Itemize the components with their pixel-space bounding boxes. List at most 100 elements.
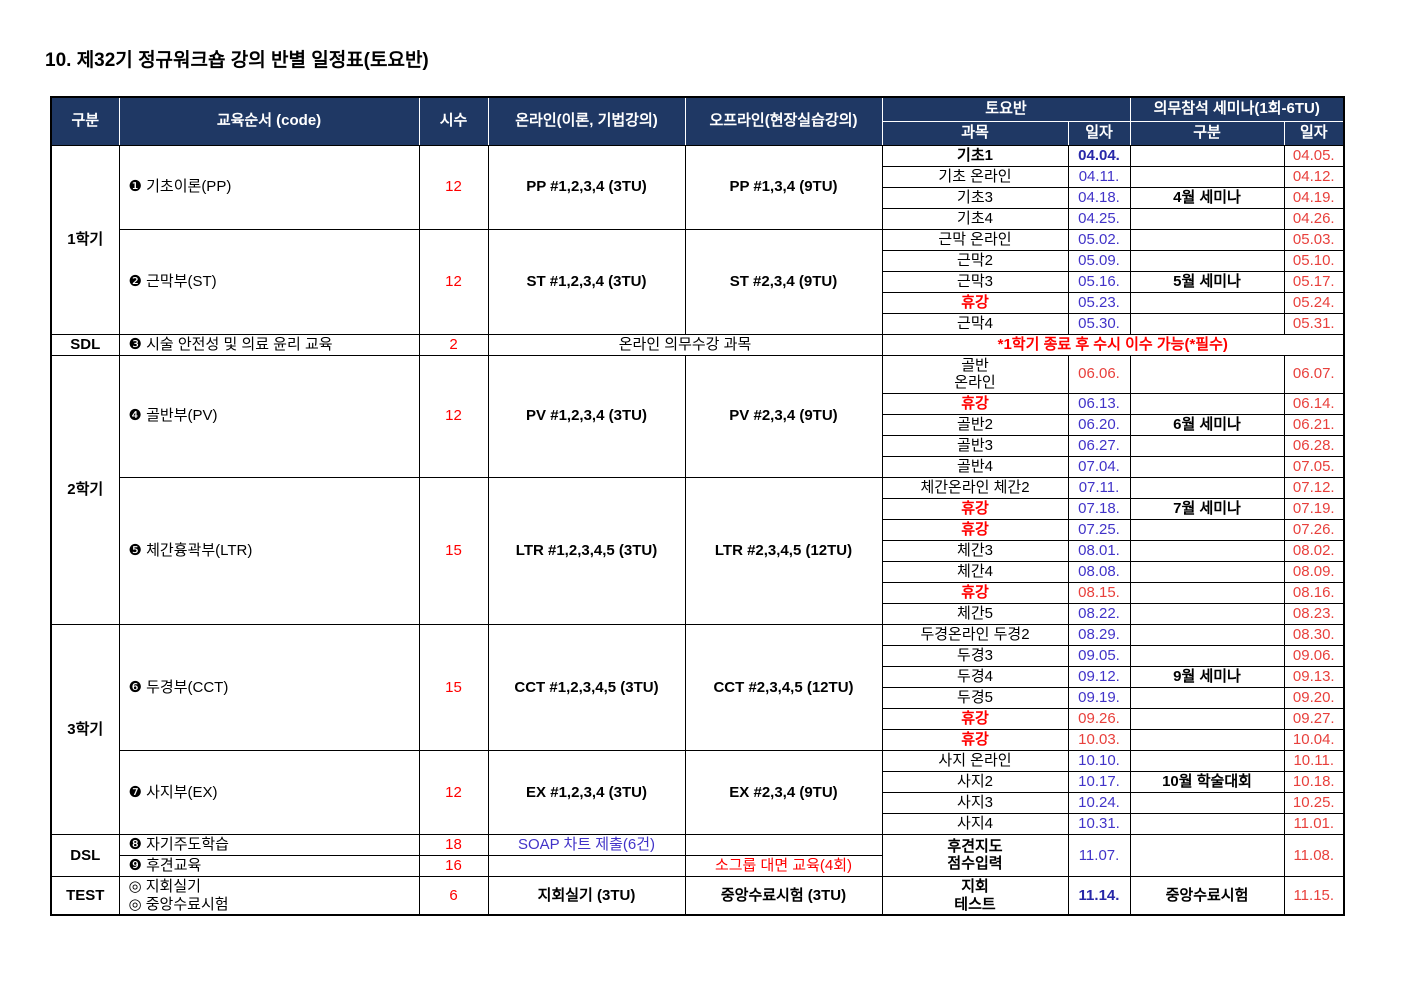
table-row: ❼ 사지부(EX) 12 EX #1,2,3,4 (3TU) EX #2,3,4 (9… (51, 749, 1345, 835)
lecture-code-cell: PV #2,3,4 (9TU) (684, 354, 883, 478)
seminar-cell (1129, 434, 1285, 457)
lecture-code-cell: 중앙수료시험 (3TU) (684, 875, 883, 916)
seminar-date-cell: 08.09. (1283, 560, 1345, 583)
saturday-date-cell: 09.19. (1067, 686, 1131, 709)
course-mentoring-education: ❾ 후견교육 (118, 854, 420, 877)
saturday-date-cell: 09.26. (1067, 707, 1131, 730)
saturday-date-cell: 08.15. (1067, 581, 1131, 604)
seminar-june: 6월 세미나 (1129, 413, 1285, 436)
seminar-october-conference: 10월 학술대회 (1129, 770, 1285, 793)
saturday-date-cell: 04.04. (1067, 144, 1131, 167)
subject-cell: 사지4 (881, 812, 1069, 835)
lecture-code-cell: CCT #1,2,3,4,5 (3TU) (487, 623, 686, 751)
seminar-date-cell: 10.11. (1283, 749, 1345, 772)
seminar-date-cell: 11.01. (1283, 812, 1345, 835)
cancelled-class-cell: 휴강 (881, 518, 1069, 541)
seminar-cell (1129, 455, 1285, 478)
seminar-date-cell: 07.19. (1283, 497, 1345, 520)
seminar-date-cell: 06.21. (1283, 413, 1345, 436)
saturday-date-cell: 05.02. (1067, 228, 1131, 251)
course-safety-ethics: ❸ 시술 안전성 및 의료 윤리 교육 (118, 333, 420, 356)
hours-cell: 12 (418, 749, 489, 835)
mentoring-score-entry: 후견지도 점수입력 (881, 833, 1069, 877)
seminar-date-cell: 04.26. (1283, 207, 1345, 230)
cancelled-class-cell: 휴강 (881, 291, 1069, 314)
subject-cell: 체간3 (881, 539, 1069, 562)
seminar-date-cell: 10.04. (1283, 728, 1345, 751)
table-row: 휴강 08.15. 08.16. (51, 581, 1345, 604)
lecture-code-cell: LTR #2,3,4,5 (12TU) (684, 476, 883, 625)
table-header: 구분 교육순서 (code) 시수 온라인(이론, 기법강의) 오프라인(현장실습강의)… (50, 96, 1345, 146)
saturday-date-cell: 06.06. (1067, 354, 1131, 394)
seminar-date-cell: 07.05. (1283, 455, 1345, 478)
header-seminar-category: 구분 (1129, 120, 1285, 146)
cancelled-class-cell: 휴강 (881, 581, 1069, 604)
course-pelvis-pv: ❹ 골반부(PV) (118, 354, 420, 478)
seminar-cell (1129, 686, 1285, 709)
saturday-date-cell: 11.07. (1067, 833, 1131, 877)
table-row: ❾ 후견교육 16 소그룹 대면 교육(4회) (51, 854, 1344, 877)
subject-cell: 근막2 (881, 249, 1069, 272)
seminar-cell (1129, 539, 1285, 562)
table-row: 근막2 05.09. 05.10. (51, 249, 1345, 272)
hours-cell: 6 (418, 875, 489, 916)
schedule-table: 구분 교육순서 (code) 시수 온라인(이론, 기법강의) 오프라인(현장실습강의)… (50, 96, 1346, 917)
table-row: 휴강 10.03. 10.04. (51, 728, 1345, 751)
seminar-cell (1129, 644, 1285, 667)
subject-cell: 두경온라인 두경2 (881, 623, 1069, 646)
seminar-cell (1129, 602, 1285, 625)
seminar-cell (1129, 312, 1285, 335)
lecture-code-cell (487, 854, 686, 877)
saturday-date-cell: 05.09. (1067, 249, 1131, 272)
cancelled-class-cell: 휴강 (881, 497, 1069, 520)
saturday-date-cell: 08.29. (1067, 623, 1131, 646)
table-row: 골반4 07.04. 07.05. (51, 455, 1345, 478)
saturday-date-cell: 04.25. (1067, 207, 1131, 230)
table-row: 휴강 07.25. 07.26. (51, 518, 1345, 541)
table-row: TEST ◎ 지회실기 ◎ 중앙수료시험 6 지회실기 (3TU) 중앙수료시험 (3T… (50, 875, 1345, 916)
table-row: 2학기 ❹ 골반부(PV) 12 PV #1,2,3,4 (3TU) PV #2,3,4… (50, 354, 1345, 625)
course-head-neck-cct: ❻ 두경부(CCT) (118, 623, 420, 751)
table-body: 1학기 ❶ 기초이론(PP) 12 PP #1,2,3,4 (3TU) PP #1,3,… (50, 144, 1345, 916)
header-seminar-date: 일자 (1283, 120, 1345, 146)
header-online: 온라인(이론, 기법강의) (487, 96, 686, 146)
seminar-cell (1129, 623, 1285, 646)
lecture-code-cell: EX #2,3,4 (9TU) (684, 749, 883, 835)
seminar-date-cell: 05.24. (1283, 291, 1345, 314)
seminar-date-cell: 04.19. (1283, 186, 1345, 209)
course-final-exams: ◎ 지회실기 ◎ 중앙수료시험 (118, 875, 420, 916)
soap-chart-note: SOAP 차트 제출(6건) (487, 833, 686, 856)
seminar-cell (1129, 749, 1285, 772)
hours-cell: 15 (418, 623, 489, 751)
seminar-cell (1129, 476, 1285, 499)
seminar-cell (1129, 728, 1285, 751)
subject-cell: 기초4 (881, 207, 1069, 230)
seminar-cell (1129, 392, 1285, 415)
header-offline: 오프라인(현장실습강의) (684, 96, 883, 146)
seminar-date-cell: 09.27. (1283, 707, 1345, 730)
seminar-cell (1129, 165, 1285, 188)
saturday-date-cell: 10.03. (1067, 728, 1131, 751)
saturday-date-cell: 08.08. (1067, 560, 1131, 583)
lecture-code-cell: CCT #2,3,4,5 (12TU) (684, 623, 883, 751)
subject-cell: 사지2 (881, 770, 1069, 793)
table-row: 휴강 09.26. 09.27. (51, 707, 1345, 730)
subject-cell: 체간5 (881, 602, 1069, 625)
seminar-date-cell: 08.16. (1283, 581, 1345, 604)
course-basic-theory-pp: ❶ 기초이론(PP) (118, 144, 420, 230)
course-self-directed-learning: ❽ 자기주도학습 (118, 833, 420, 856)
saturday-date-cell: 09.05. (1067, 644, 1131, 667)
sdl-completion-note: *1학기 종료 후 수시 이수 가능(*필수) (881, 333, 1345, 356)
subject-cell: 근막4 (881, 312, 1069, 335)
cancelled-class-cell: 휴강 (881, 392, 1069, 415)
saturday-date-cell: 10.24. (1067, 791, 1131, 814)
seminar-cell (1129, 207, 1285, 230)
saturday-date-cell: 05.30. (1067, 312, 1131, 335)
lecture-code-cell: 지회실기 (3TU) (487, 875, 686, 916)
header-mandatory-seminar: 의무참석 세미나(1회-6TU) (1129, 96, 1345, 122)
seminar-cell (1129, 354, 1285, 394)
subject-cell: 골반3 (881, 434, 1069, 457)
saturday-date-cell: 06.13. (1067, 392, 1131, 415)
section-semester-3: 3학기 (50, 623, 120, 835)
cancelled-class-cell: 휴강 (881, 707, 1069, 730)
